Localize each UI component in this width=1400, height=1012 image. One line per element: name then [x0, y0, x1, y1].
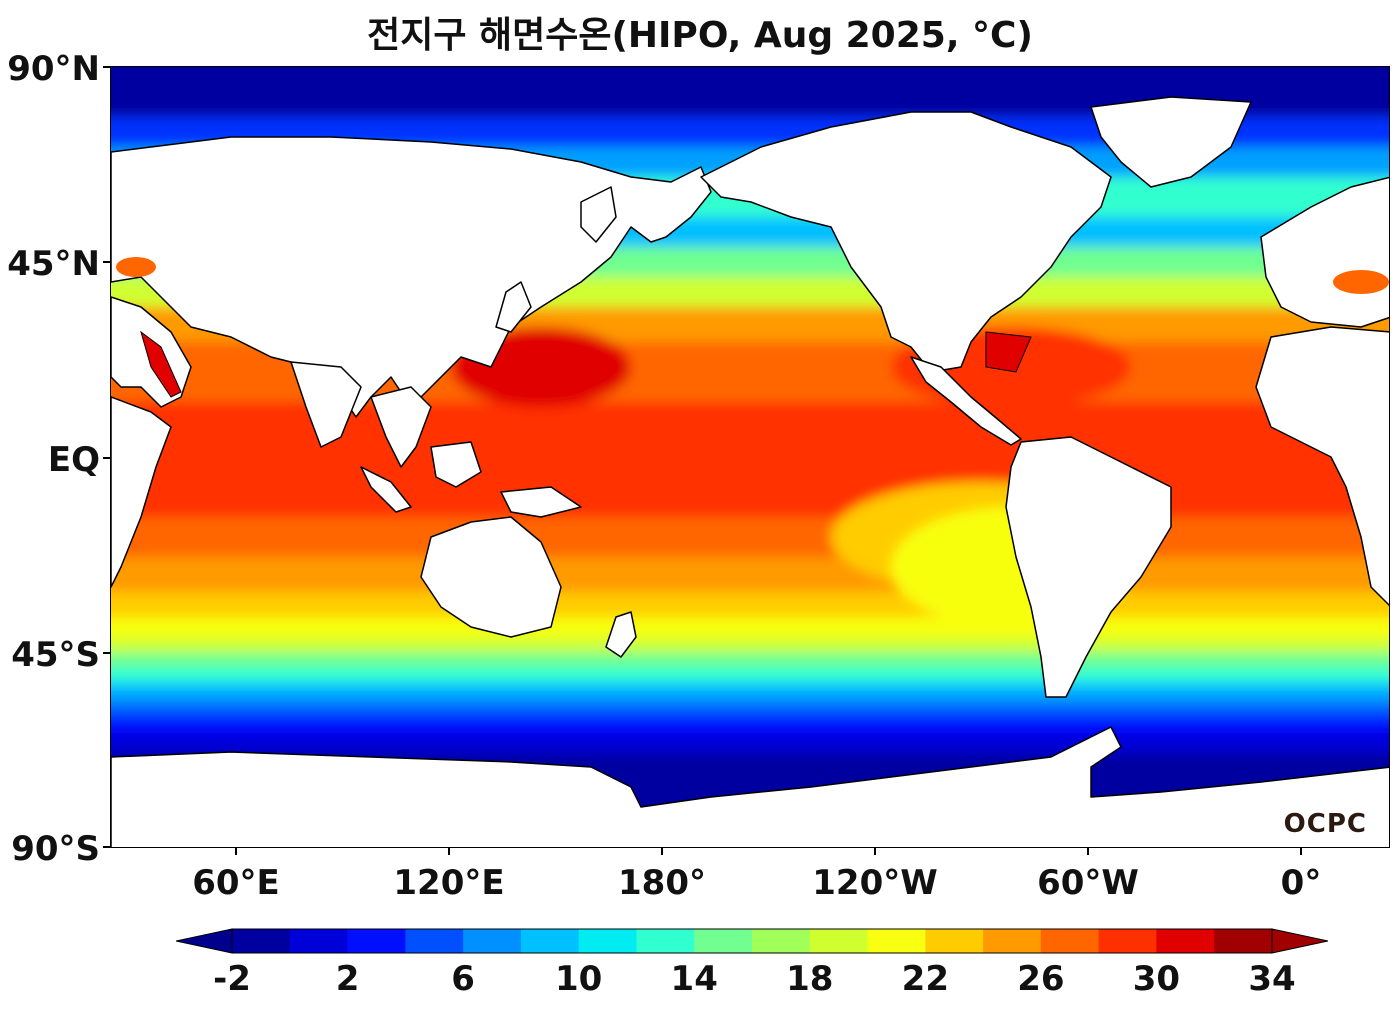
colorbar-segment	[983, 929, 1042, 953]
colorbar-segment	[809, 929, 869, 953]
land-kamchatka	[580, 186, 617, 243]
colorbar-tick-label: 10	[554, 959, 603, 999]
land-south-america	[1005, 436, 1172, 698]
sst-map: OCPC	[110, 66, 1390, 848]
sst-map-canvas	[111, 67, 1389, 847]
colorbar-tick-label: 6	[451, 959, 475, 999]
lon-tick-120w	[874, 848, 876, 855]
colorbar-tick-label: 26	[1017, 959, 1065, 999]
colorbar	[176, 928, 1328, 954]
lon-label-0: 0°	[1280, 863, 1322, 903]
land-indochina	[370, 386, 432, 468]
lon-label-180: 180°	[618, 863, 706, 903]
lat-tick-eq	[103, 457, 110, 459]
lon-tick-180	[661, 848, 663, 855]
lon-tick-60w	[1087, 848, 1089, 855]
land-new-zealand	[605, 611, 637, 658]
land-central-america	[910, 356, 1022, 446]
land-india	[290, 361, 362, 448]
lon-tick-60e	[235, 848, 237, 855]
colorbar-tick-label: 2	[335, 959, 360, 999]
land-eurasia	[111, 136, 712, 418]
lat-tick-45n	[103, 261, 110, 263]
colorbar-segment	[520, 929, 580, 953]
colorbar-segment	[405, 929, 464, 953]
colorbar-segment	[463, 929, 522, 953]
colorbar-tick-label: -2	[213, 959, 251, 999]
land-sumatra	[360, 466, 412, 513]
lat-tick-45s	[103, 652, 110, 654]
lat-label-90n: 90°N	[7, 49, 100, 89]
colorbar-segment	[752, 929, 811, 953]
colorbar-segment	[232, 929, 291, 953]
sst-inland-seas	[116, 257, 1389, 398]
colorbar-tick-label: 22	[901, 959, 949, 999]
colorbar-segment	[347, 929, 406, 953]
colorbar-tick-label: 18	[786, 959, 834, 999]
land-north-america	[700, 111, 1112, 373]
land-africa	[111, 396, 172, 588]
land-greenland	[1090, 96, 1252, 188]
colorbar-tick-label: 34	[1248, 959, 1296, 999]
lat-label-45n: 45°N	[7, 244, 100, 284]
colorbar-segment	[1040, 929, 1100, 953]
lat-tick-90s	[103, 846, 110, 848]
land-antarctica	[111, 726, 1389, 847]
colorbar-outline	[231, 928, 1273, 954]
colorbar-under-arrow	[176, 928, 233, 954]
land-new-guinea	[500, 486, 582, 518]
colorbar-segment	[1156, 929, 1215, 953]
colorbar-segment	[925, 929, 984, 953]
lat-label-90s: 90°S	[11, 829, 100, 869]
colorbar-segment	[636, 929, 695, 953]
colorbar-over-arrow	[1271, 928, 1328, 954]
land-west-africa	[1255, 326, 1389, 607]
lon-tick-120e	[448, 848, 450, 855]
land-masses	[111, 96, 1389, 847]
land-australia	[420, 516, 562, 638]
colorbar-tick-label: 30	[1132, 959, 1181, 999]
lon-label-120w: 120°W	[812, 863, 938, 903]
colorbar-segment	[694, 929, 753, 953]
lat-label-45s: 45°S	[11, 635, 100, 675]
lon-tick-0	[1300, 848, 1302, 855]
lat-tick-90n	[103, 66, 110, 68]
colorbar-segment	[1098, 929, 1157, 953]
lon-label-60e: 60°E	[192, 863, 280, 903]
colorbar-segment	[1214, 929, 1273, 953]
land-japan	[495, 281, 532, 333]
colorbar-segment	[289, 929, 349, 953]
land-borneo	[430, 441, 482, 488]
colorbar-segment	[578, 929, 637, 953]
lat-label-eq: EQ	[47, 440, 100, 480]
map-title: 전지구 해면수온(HIPO, Aug 2025, °C)	[367, 15, 1033, 56]
colorbar-tick-label: 14	[670, 959, 718, 999]
lon-label-120e: 120°E	[393, 863, 505, 903]
lon-label-60w: 60°W	[1037, 863, 1139, 903]
colorbar-segment	[867, 929, 926, 953]
ocpc-logo: OCPC	[1283, 809, 1367, 839]
